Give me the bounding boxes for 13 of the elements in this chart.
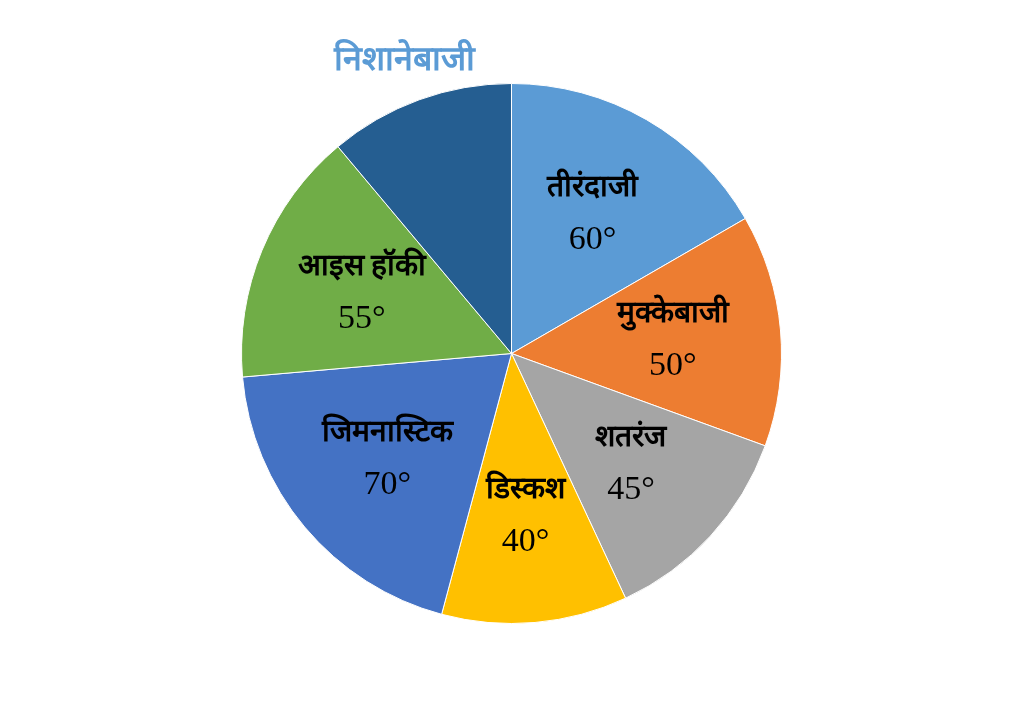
data-label: 40° xyxy=(501,520,550,558)
data-label: 50° xyxy=(649,345,697,383)
slice-label: शतरंज xyxy=(595,418,669,452)
data-label: 60° xyxy=(568,219,617,257)
slice-label: डिस्कश xyxy=(485,469,568,504)
data-label: 70° xyxy=(363,463,412,501)
data-label: 45° xyxy=(607,468,655,506)
data-label: 55° xyxy=(338,297,386,335)
slice-label: जिमनास्टिक xyxy=(320,412,454,447)
slice-label: निशानेबाजी xyxy=(333,38,477,78)
slice-label: मुक्केबाजी xyxy=(615,294,730,332)
slice-label: तीरंदाजी xyxy=(546,168,639,203)
slice-label: आइस हॉकी xyxy=(297,246,428,281)
